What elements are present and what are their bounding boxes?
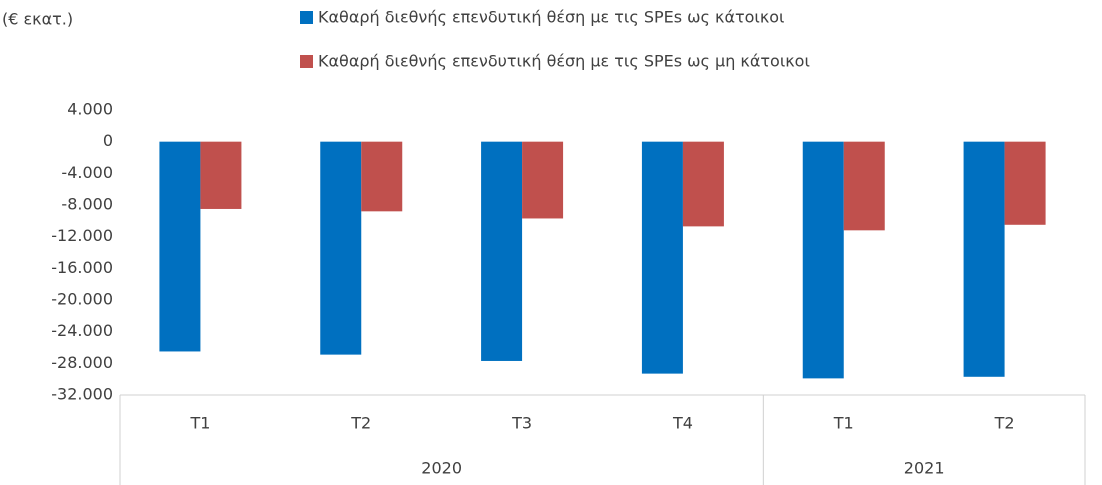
- bar: [481, 141, 523, 361]
- x-tick-label: T2: [994, 414, 1015, 433]
- legend-label: Καθαρή διεθνής επενδυτική θέση με τις SP…: [318, 52, 810, 71]
- bar: [802, 141, 844, 379]
- bar: [522, 141, 564, 219]
- x-tick-label: T3: [511, 414, 532, 433]
- x-tick-label: T4: [672, 414, 693, 433]
- bar: [159, 141, 201, 352]
- y-tick-label: -24.000: [51, 321, 113, 340]
- y-tick-label: -8.000: [61, 195, 113, 214]
- bar: [963, 141, 1005, 377]
- legend-swatch: [300, 55, 313, 68]
- bar: [843, 141, 885, 231]
- y-tick-label: -12.000: [51, 226, 113, 245]
- unit-label: (€ εκατ.): [2, 10, 73, 29]
- legend-swatch: [300, 11, 313, 24]
- bar: [682, 141, 724, 227]
- x-tick-label: T1: [189, 414, 210, 433]
- y-tick-label: 4.000: [67, 100, 113, 119]
- bar: [361, 141, 403, 212]
- y-tick-label: -4.000: [61, 163, 113, 182]
- y-tick-label: 0: [103, 131, 113, 150]
- group-label: 2020: [421, 459, 462, 478]
- legend-label: Καθαρή διεθνής επενδυτική θέση με τις SP…: [318, 8, 784, 27]
- y-tick-label: -16.000: [51, 258, 113, 277]
- bar: [641, 141, 683, 374]
- x-tick-label: T1: [833, 414, 854, 433]
- y-tick-label: -20.000: [51, 290, 113, 309]
- bar: [320, 141, 362, 355]
- y-tick-label: -28.000: [51, 353, 113, 372]
- bar: [200, 141, 242, 209]
- group-label: 2021: [904, 459, 945, 478]
- x-tick-label: T2: [350, 414, 371, 433]
- bar: [1004, 141, 1046, 225]
- y-tick-label: -32.000: [51, 385, 113, 404]
